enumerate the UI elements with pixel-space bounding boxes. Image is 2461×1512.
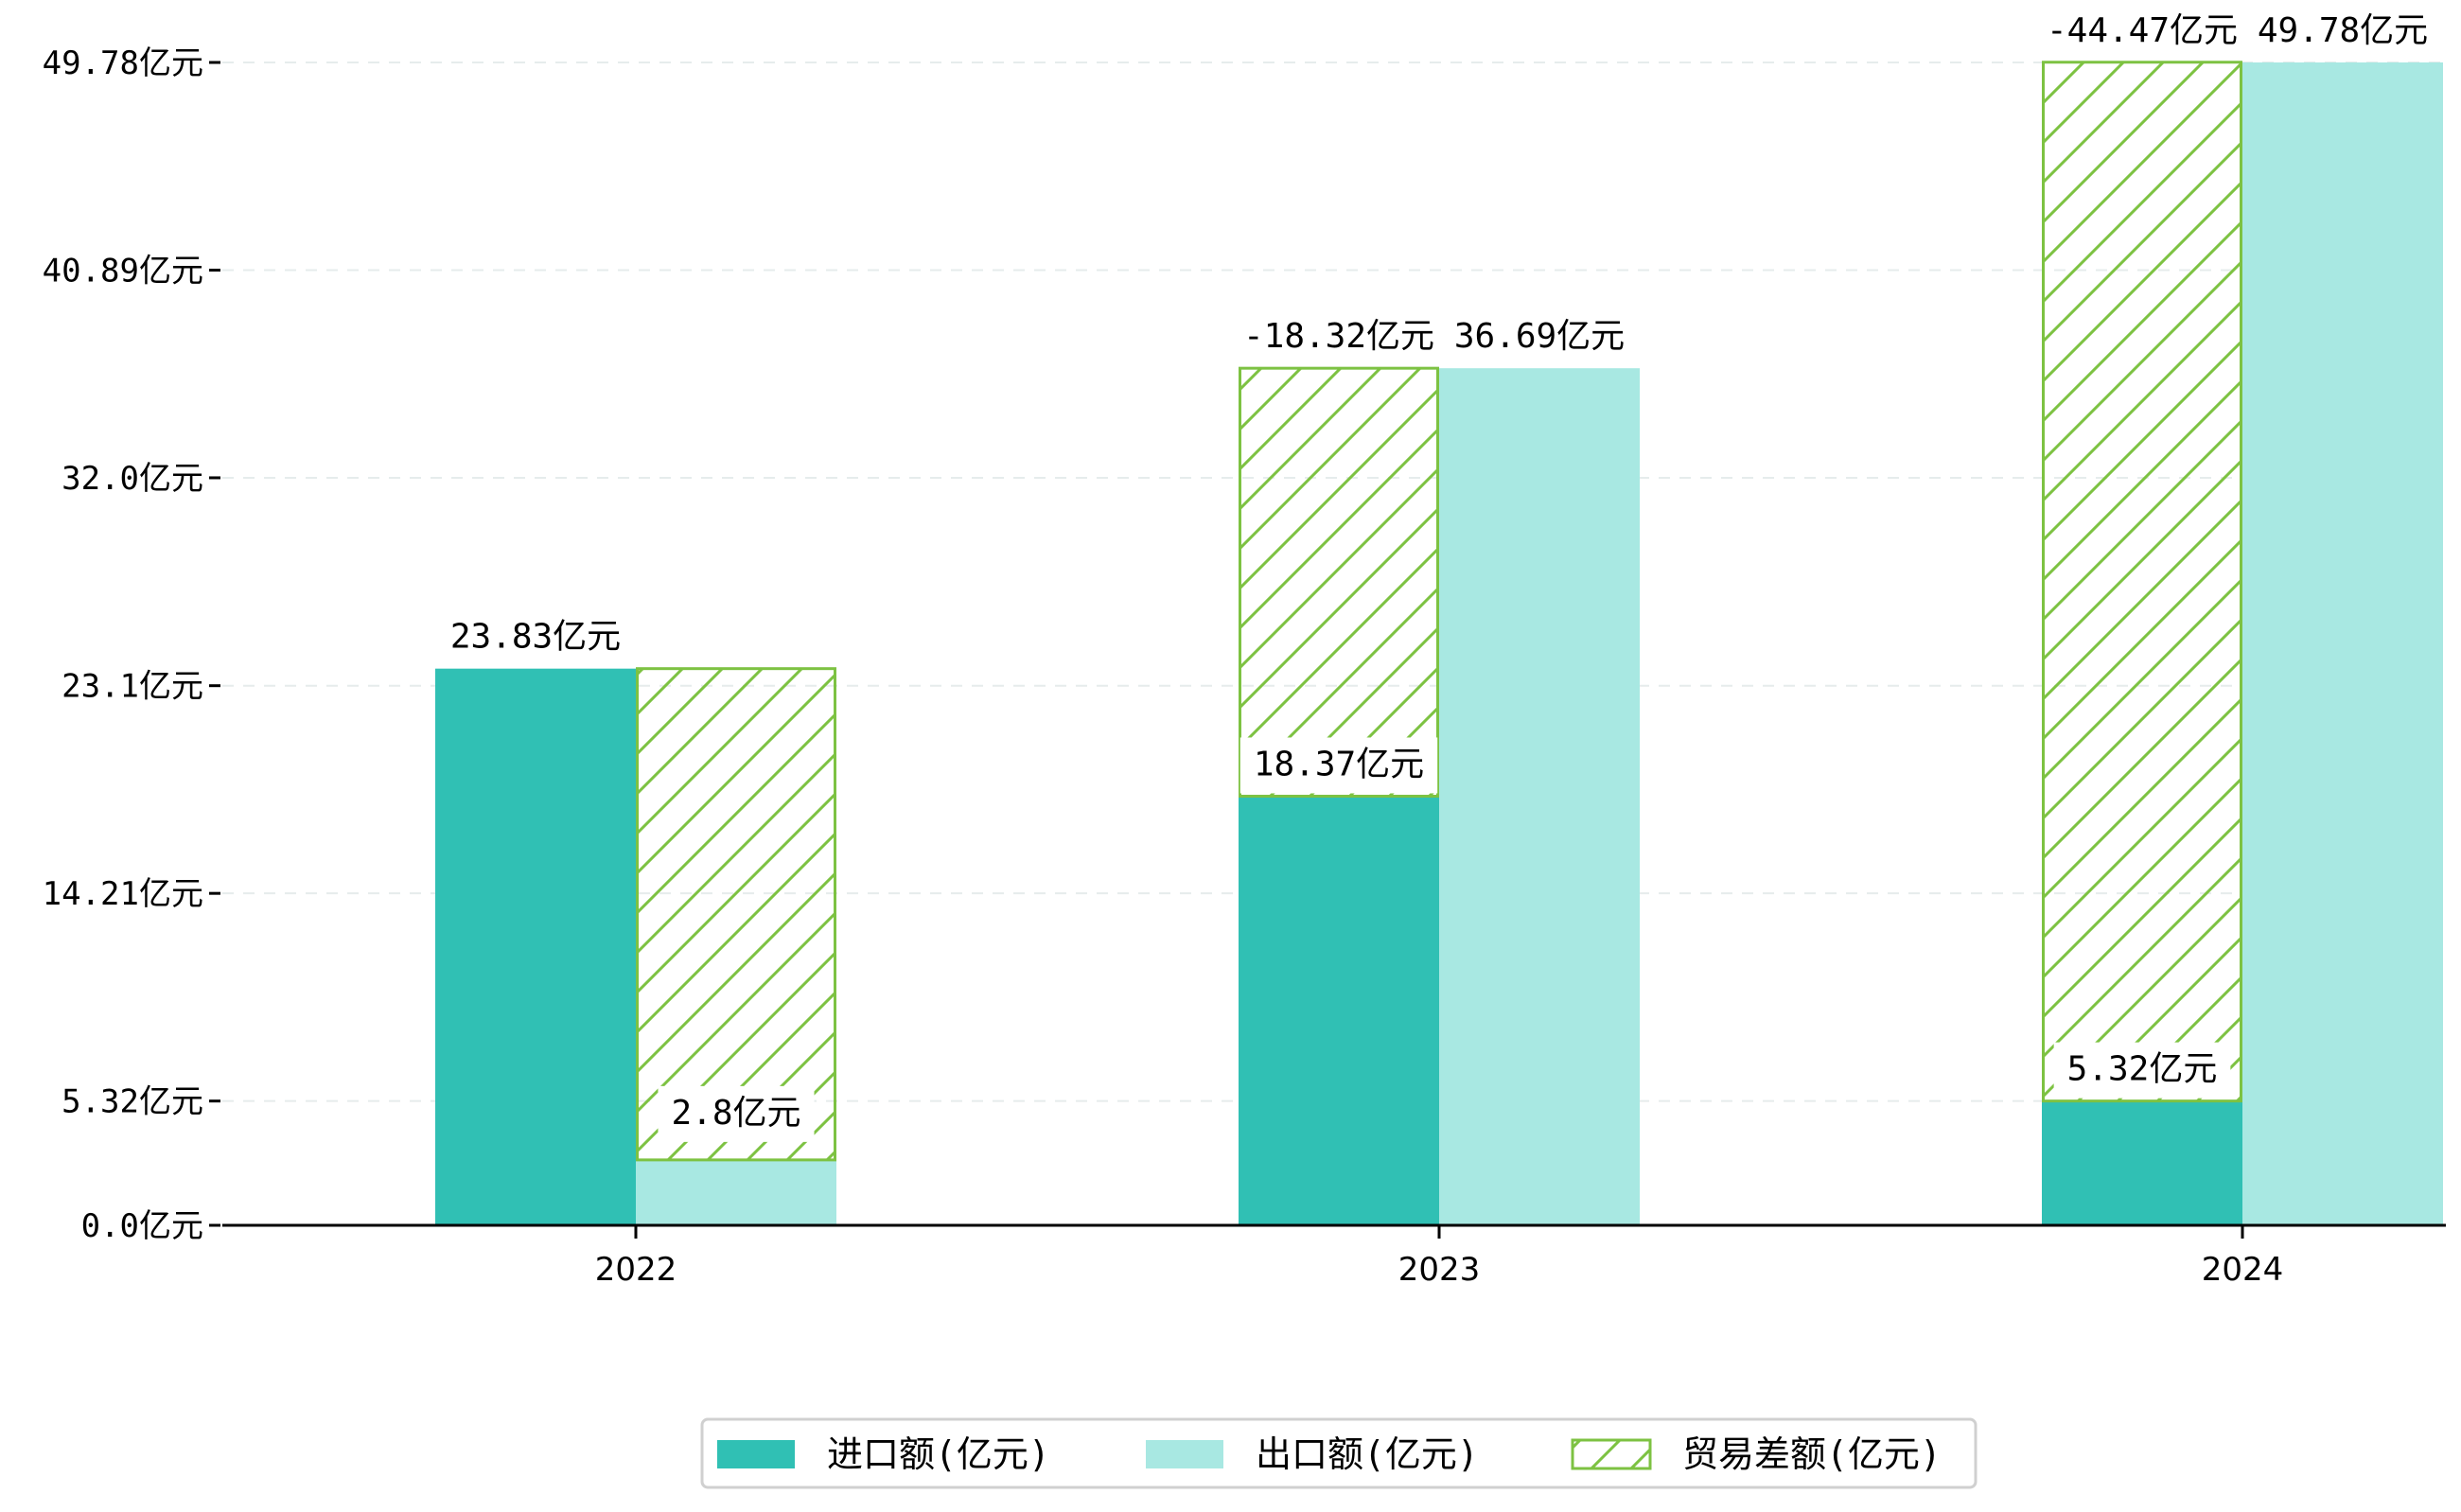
bar-balance-2023	[1239, 366, 1439, 798]
label-balance-2024-bg	[2032, 3, 2252, 60]
label-import-2024-text: 5.32亿元	[2067, 1050, 2218, 1089]
label-balance-2023-text: -18.32亿元	[1243, 317, 1434, 356]
label-export-2023-bg	[1440, 309, 1639, 366]
x-tick-label-2022: 2022	[595, 1251, 677, 1289]
label-import-2023-text: 18.37亿元	[1254, 745, 1424, 783]
y-tick-label: 0.0亿元	[81, 1207, 203, 1245]
label-balance-2024: -44.47亿元	[2032, 3, 2252, 60]
label-import-2023-bg	[1239, 737, 1438, 794]
label-export-2022-bg	[658, 1085, 815, 1142]
bar-export-2022	[636, 1159, 836, 1225]
label-export-2024-text: 49.78亿元	[2258, 11, 2428, 50]
legend-label: 出口额(亿元)	[1256, 1433, 1479, 1475]
label-balance-2023-bg	[1229, 309, 1449, 366]
bar-import-2022	[435, 668, 636, 1225]
y-tick-label: 5.32亿元	[62, 1083, 203, 1121]
bar-export-2024	[2242, 62, 2443, 1225]
legend-label: 进口额(亿元)	[827, 1433, 1050, 1475]
legend-swatch-balance	[1571, 1438, 1652, 1470]
legend-label: 贸易差额(亿元)	[1682, 1433, 1942, 1475]
bar-import-2024	[2042, 1100, 2242, 1225]
x-tick-label-2023: 2023	[1398, 1251, 1481, 1289]
label-export-2022: 2.8亿元	[658, 1085, 815, 1142]
bar-import-2023	[1239, 796, 1439, 1225]
label-export-2023-text: 36.69亿元	[1454, 317, 1625, 356]
data-labels: 23.83亿元 2.8亿元 -18.32亿元 18.37亿元 36.69亿元 -44.47…	[436, 3, 2442, 1142]
label-import-2022-bg	[436, 609, 635, 666]
bars	[435, 61, 2443, 1225]
bar-export-2023	[1439, 368, 1640, 1225]
label-export-2024-bg	[2243, 4, 2442, 60]
y-tick-label: 49.78亿元	[43, 44, 203, 82]
label-export-2023: 36.69亿元	[1440, 309, 1639, 366]
label-import-2022: 23.83亿元	[436, 609, 635, 666]
label-export-2022-text: 2.8亿元	[671, 1094, 800, 1133]
label-balance-2024-text: -44.47亿元	[2047, 11, 2238, 50]
y-tick-label: 14.21亿元	[43, 875, 203, 913]
x-tick-label-2024: 2024	[2202, 1251, 2284, 1289]
legend: 进口额(亿元) 出口额(亿元) 贸易差额(亿元)	[700, 1417, 1978, 1489]
legend-frame	[700, 1417, 1978, 1489]
label-export-2024: 49.78亿元	[2243, 4, 2442, 60]
y-tick-label: 40.89亿元	[43, 252, 203, 290]
label-import-2022-text: 23.83亿元	[450, 618, 621, 657]
y-tick-label: 23.1亿元	[62, 668, 203, 706]
label-balance-2023: -18.32亿元	[1229, 309, 1449, 366]
y-tick-label: 32.0亿元	[62, 460, 203, 498]
legend-swatch-export	[1146, 1440, 1223, 1468]
legend-swatch-import	[717, 1440, 795, 1468]
label-import-2024-bg	[2053, 1042, 2231, 1099]
axes: 0.0亿元 5.32亿元 14.21亿元 23.1亿元 32.0亿元 40.89亿元 49.…	[43, 44, 2446, 1289]
bar-balance-2022	[636, 667, 836, 1162]
label-import-2024: 5.32亿元	[2053, 1042, 2231, 1099]
bar-balance-2024	[2042, 61, 2242, 1103]
label-import-2023: 18.37亿元	[1239, 737, 1438, 794]
